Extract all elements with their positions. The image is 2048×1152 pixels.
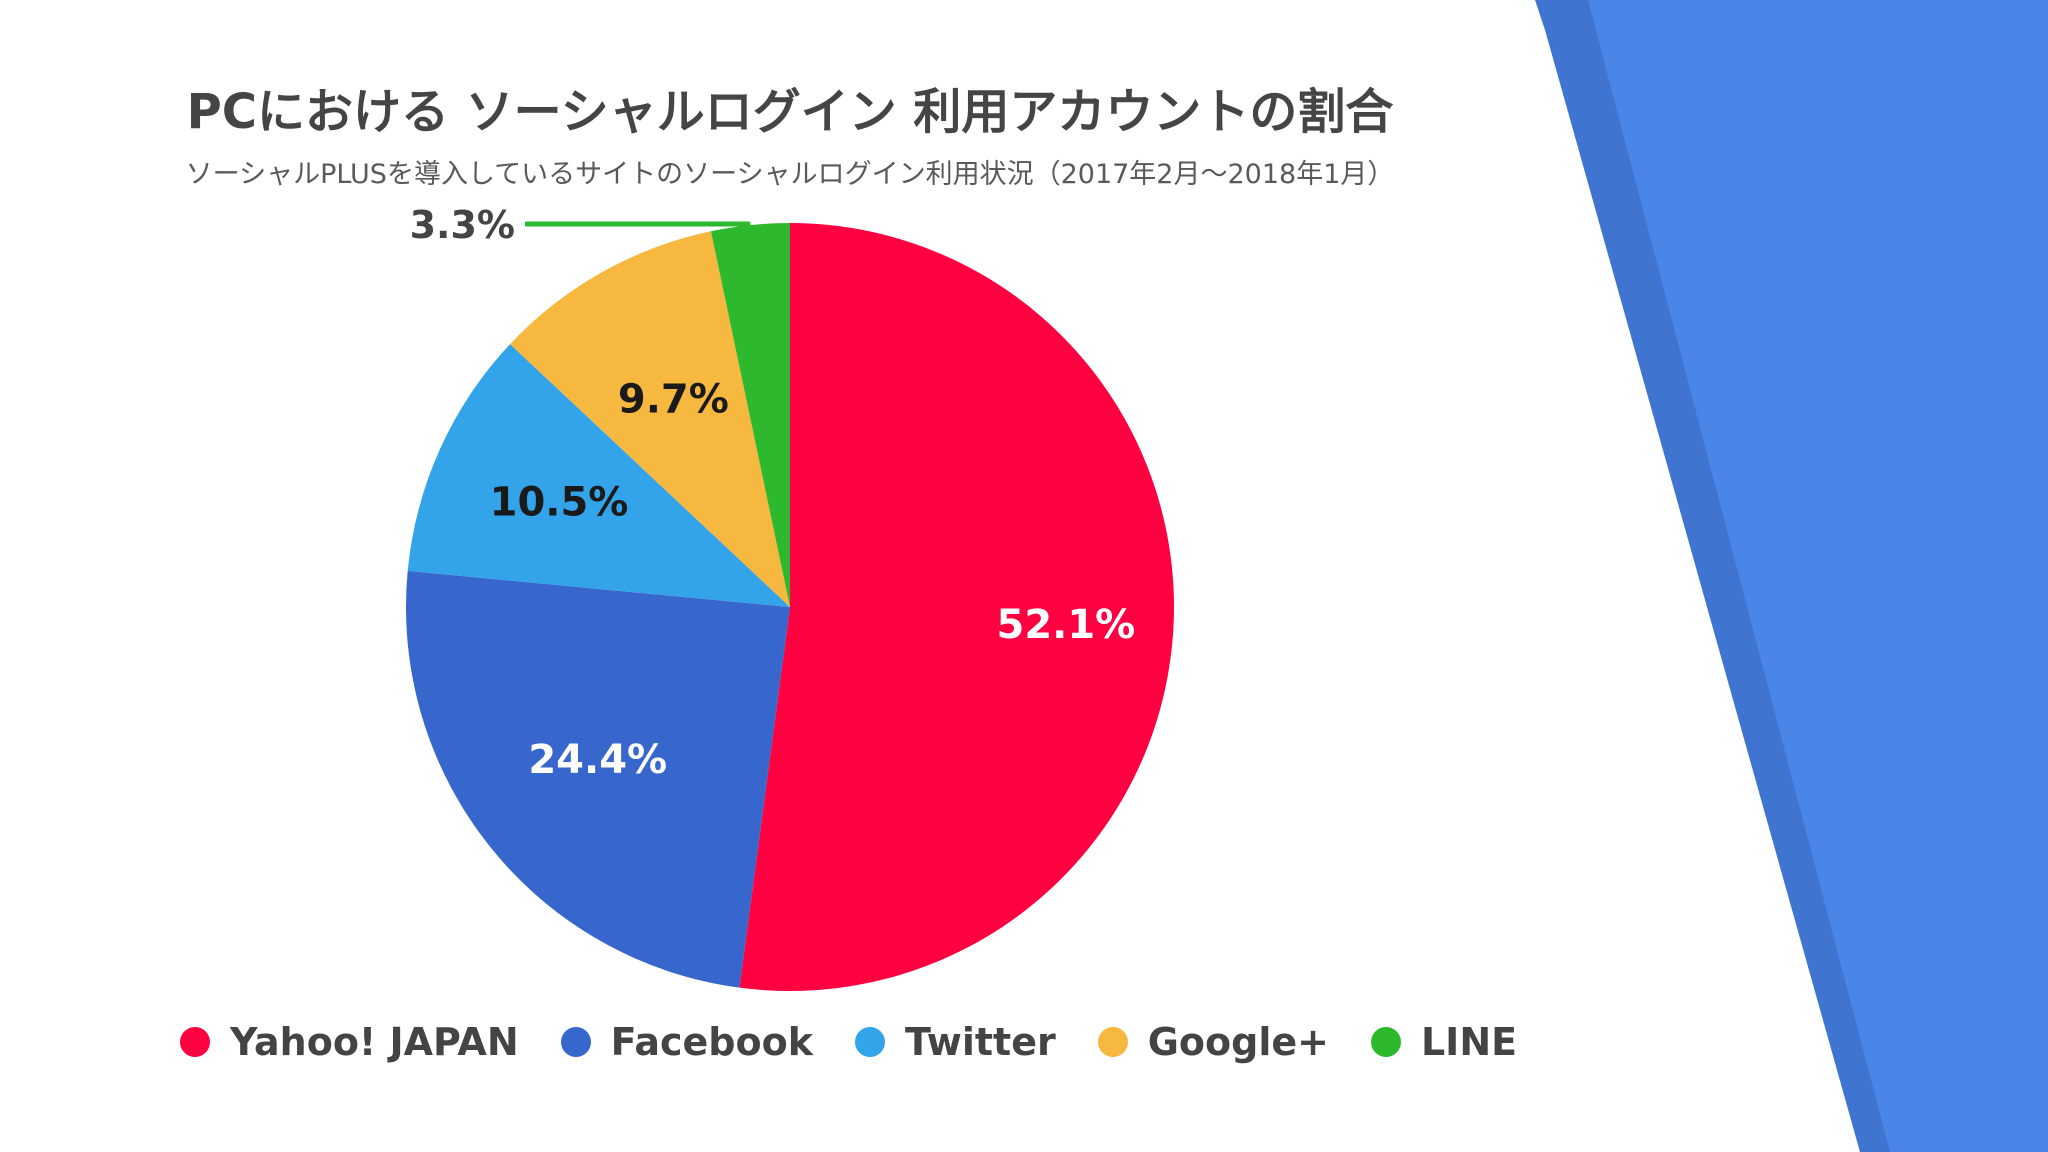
pie-slice-line	[710, 223, 790, 607]
legend-label-line: LINE	[1420, 1020, 1518, 1064]
panel-main-shape	[1588, 0, 2048, 1152]
legend-label-facebook: Facebook	[610, 1020, 813, 1064]
legend-item-facebook: Facebook	[560, 1020, 813, 1064]
legend-swatch-google	[1097, 1027, 1128, 1057]
legend-label-twitter: Twitter	[904, 1020, 1056, 1064]
legend-label-google: Google+	[1147, 1020, 1329, 1064]
chart-legend: Yahoo! JAPAN Facebook Twitter Google+ LINE	[180, 1020, 1517, 1064]
pie-slice-google	[510, 231, 790, 608]
legend-item-yahoo-japan: Yahoo! JAPAN	[180, 1020, 519, 1064]
legend-item-twitter: Twitter	[854, 1020, 1056, 1064]
slice-label-twitter: 10.5%	[490, 480, 629, 526]
legend-swatch-line	[1370, 1027, 1401, 1057]
legend-swatch-twitter	[854, 1027, 885, 1057]
pie-slice-facebook	[405, 570, 790, 988]
slice-label-line: 3.3%	[410, 203, 515, 247]
legend-item-line: LINE	[1370, 1020, 1518, 1064]
legend-swatch-facebook	[560, 1027, 591, 1057]
pie-slice-twitter	[407, 344, 790, 607]
chart-subtitle: ソーシャルPLUSを導入しているサイトのソーシャルログイン利用状況（2017年2…	[185, 159, 1395, 190]
legend-label-yahoo-japan: Yahoo! JAPAN	[230, 1020, 519, 1064]
slice-label-google: 9.7%	[618, 376, 729, 422]
slice-label-yahoo-japan: 52.1%	[996, 602, 1135, 648]
chart-title: PCにおける ソーシャルログイン 利用アカウントの割合	[186, 84, 1394, 140]
pie-slice-yahoo-japan	[739, 223, 1175, 992]
slice-label-facebook: 24.4%	[528, 737, 667, 783]
legend-swatch-yahoo-japan	[180, 1027, 210, 1057]
legend-item-google: Google+	[1097, 1020, 1329, 1064]
